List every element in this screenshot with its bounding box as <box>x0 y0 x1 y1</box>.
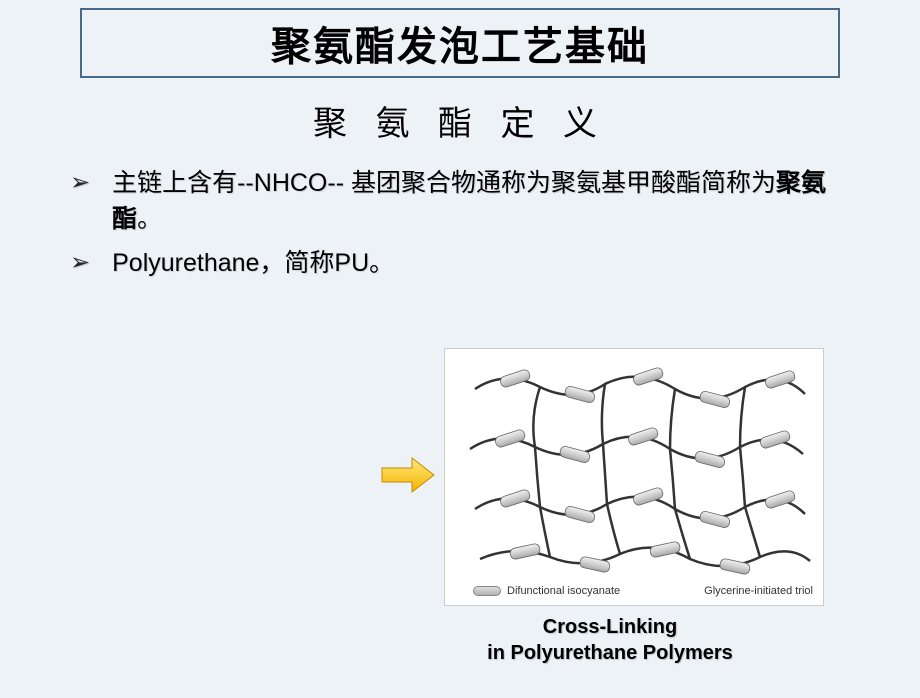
main-title: 聚氨酯发泡工艺基础 <box>82 14 838 72</box>
diagram-area: Difunctional isocyanate Glycerine-initia… <box>380 348 824 606</box>
cylinder-nodes <box>494 367 796 575</box>
polymer-diagram: Difunctional isocyanate Glycerine-initia… <box>444 348 824 606</box>
bullet-text-1: 主链上含有--NHCO-- 基团聚合物通称为聚氨基甲酸酯简称为聚氨酯。 <box>112 165 850 237</box>
legend-left: Difunctional isocyanate <box>473 585 620 597</box>
bullet-marker-icon: ➢ <box>70 245 90 281</box>
legend-right: Glycerine-initiated triol <box>704 585 813 597</box>
bullet-item: ➢ Polyurethane，简称PU。 <box>70 245 850 281</box>
diagram-caption: Cross-Linking in Polyurethane Polymers <box>420 614 800 666</box>
bullet-text-2: Polyurethane，简称PU。 <box>112 245 394 281</box>
bullet-list: ➢ 主链上含有--NHCO-- 基团聚合物通称为聚氨基甲酸酯简称为聚氨酯。 ➢ … <box>70 165 850 281</box>
bullet-marker-icon: ➢ <box>70 165 90 201</box>
arrow-icon <box>380 454 436 501</box>
bullet-item: ➢ 主链上含有--NHCO-- 基团聚合物通称为聚氨基甲酸酯简称为聚氨酯。 <box>70 165 850 237</box>
title-box: 聚氨酯发泡工艺基础 <box>80 8 840 78</box>
subtitle: 聚 氨 酯 定 义 <box>0 96 920 145</box>
cylinder-icon <box>473 586 501 596</box>
